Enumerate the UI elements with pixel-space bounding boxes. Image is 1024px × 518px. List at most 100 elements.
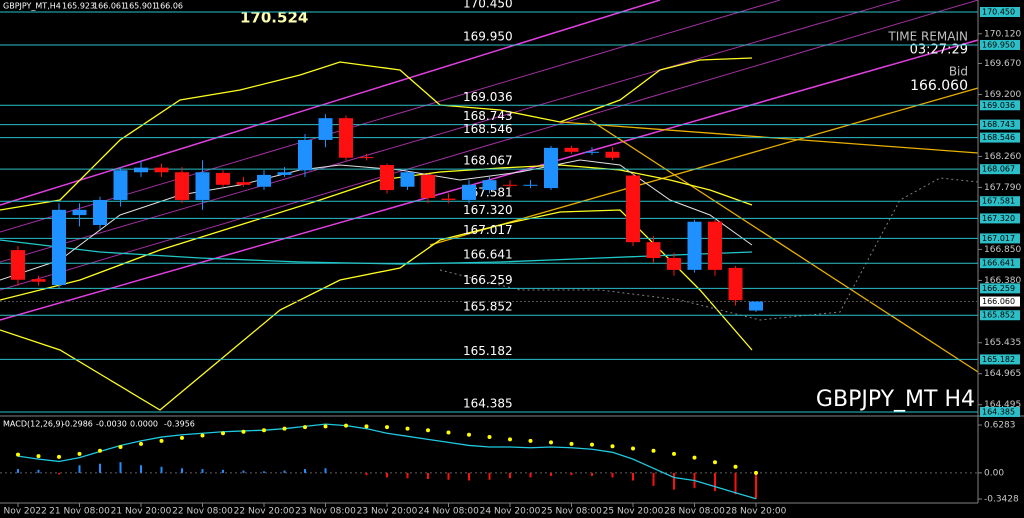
candle-body bbox=[503, 184, 517, 186]
candle-body bbox=[626, 175, 640, 243]
signal-dot bbox=[139, 441, 143, 446]
ohlc-readout: 165.923 bbox=[62, 2, 95, 11]
level-box bbox=[980, 354, 1020, 365]
macd-bar bbox=[78, 465, 81, 473]
signal-dot bbox=[221, 431, 225, 436]
bid-price: 166.060 bbox=[910, 78, 968, 94]
signal-dot bbox=[487, 435, 492, 440]
candle-body bbox=[318, 118, 333, 140]
macd-bar bbox=[427, 472, 429, 479]
level-box bbox=[980, 258, 1020, 269]
signal-dot bbox=[344, 423, 348, 428]
x-tick-label: 22 Nov 20:00 bbox=[234, 507, 295, 517]
macd-bar bbox=[488, 472, 491, 480]
macd-bar bbox=[509, 472, 511, 479]
candle-body bbox=[31, 279, 46, 282]
time-remain-label: TIME REMAIN bbox=[887, 30, 968, 44]
bid-box-label: 166.060 bbox=[982, 297, 1015, 306]
y-tick-label: 168.260 bbox=[984, 152, 1021, 162]
macd-bar bbox=[37, 469, 40, 473]
signal-dot bbox=[77, 451, 82, 456]
signal-dot bbox=[754, 470, 758, 475]
signal-dot bbox=[36, 454, 41, 459]
signal-dot bbox=[57, 454, 61, 459]
y-tick-label: 165.435 bbox=[984, 338, 1021, 348]
candle-body bbox=[687, 221, 702, 270]
level-label: 168.067 bbox=[463, 154, 513, 168]
signal-dot bbox=[385, 425, 389, 430]
x-tick-label: 23 Nov 08:00 bbox=[295, 507, 356, 517]
candle-body bbox=[544, 147, 558, 189]
candle-body bbox=[482, 180, 497, 191]
level-label: 169.036 bbox=[463, 90, 513, 104]
signal-dot bbox=[282, 426, 287, 431]
macd-bar bbox=[365, 472, 368, 476]
candle-body bbox=[52, 209, 66, 286]
level-box-label: 167.017 bbox=[982, 234, 1015, 243]
signal-dot bbox=[159, 438, 164, 443]
candle-body bbox=[339, 118, 353, 158]
y-tick-label: 164.965 bbox=[984, 369, 1021, 379]
macd-readout: -0.2986 bbox=[62, 420, 93, 429]
moving-average bbox=[0, 159, 753, 281]
level-label: 167.320 bbox=[463, 203, 513, 217]
candle-body bbox=[257, 174, 271, 187]
signal-dot bbox=[364, 424, 369, 429]
signal-dot bbox=[200, 433, 205, 438]
level-label: 167.017 bbox=[463, 223, 513, 237]
level-box bbox=[980, 119, 1020, 130]
macd-bar bbox=[468, 472, 470, 481]
moving-average bbox=[0, 239, 753, 265]
candle-body bbox=[154, 167, 169, 173]
level-label: 168.546 bbox=[463, 122, 513, 136]
y-tick-label: 170.120 bbox=[984, 29, 1021, 39]
signal-dot bbox=[569, 441, 574, 446]
y-tick-label: 169.200 bbox=[984, 90, 1021, 100]
macd-bar bbox=[550, 472, 552, 476]
candle-body bbox=[441, 198, 456, 200]
macd-bar bbox=[447, 472, 450, 480]
signal-dot bbox=[692, 455, 697, 460]
signal-dot bbox=[713, 460, 717, 465]
signal-dot bbox=[672, 451, 676, 456]
macd-bar bbox=[99, 463, 101, 473]
level-box bbox=[980, 283, 1020, 294]
level-label: 165.182 bbox=[463, 344, 513, 358]
bid-label: Bid bbox=[949, 65, 968, 79]
candle-body bbox=[380, 165, 394, 191]
level-label: 170.450 bbox=[463, 0, 513, 11]
symbol-label: GBPJPY_MT,H4 bbox=[3, 2, 61, 11]
macd-bar bbox=[304, 469, 306, 473]
macd-tick-label: -0.3428 bbox=[984, 495, 1019, 505]
signal-dot bbox=[16, 452, 20, 457]
candle-body bbox=[667, 257, 681, 270]
x-tick-label: 21 Nov 20:00 bbox=[111, 507, 172, 517]
macd-bar bbox=[283, 470, 286, 473]
signal-dot bbox=[180, 435, 184, 440]
candle-body bbox=[195, 172, 210, 200]
signal-dot bbox=[426, 428, 430, 433]
level-box-label: 164.385 bbox=[982, 407, 1015, 416]
macd-bar bbox=[222, 469, 224, 473]
level-box-label: 167.320 bbox=[982, 214, 1015, 223]
level-box-label: 167.581 bbox=[982, 197, 1015, 206]
trend-line bbox=[0, 0, 781, 233]
x-tick-label: 24 Nov 20:00 bbox=[480, 507, 541, 517]
macd-bar bbox=[58, 472, 60, 475]
bid-box bbox=[980, 296, 1020, 307]
ichimoku-cloud bbox=[439, 177, 979, 321]
macd-bar bbox=[160, 466, 163, 473]
candle-body bbox=[585, 151, 599, 153]
macd-bar bbox=[386, 472, 388, 478]
signal-dot bbox=[118, 444, 123, 449]
level-box-label: 170.450 bbox=[982, 8, 1015, 17]
level-box-label: 168.546 bbox=[982, 133, 1015, 142]
level-box bbox=[980, 233, 1020, 244]
candle-body bbox=[708, 221, 722, 270]
candle-body bbox=[400, 172, 415, 187]
candle-body bbox=[359, 157, 374, 159]
macd-bar bbox=[263, 471, 265, 473]
trend-line bbox=[0, 0, 661, 206]
macd-bar bbox=[181, 468, 183, 473]
